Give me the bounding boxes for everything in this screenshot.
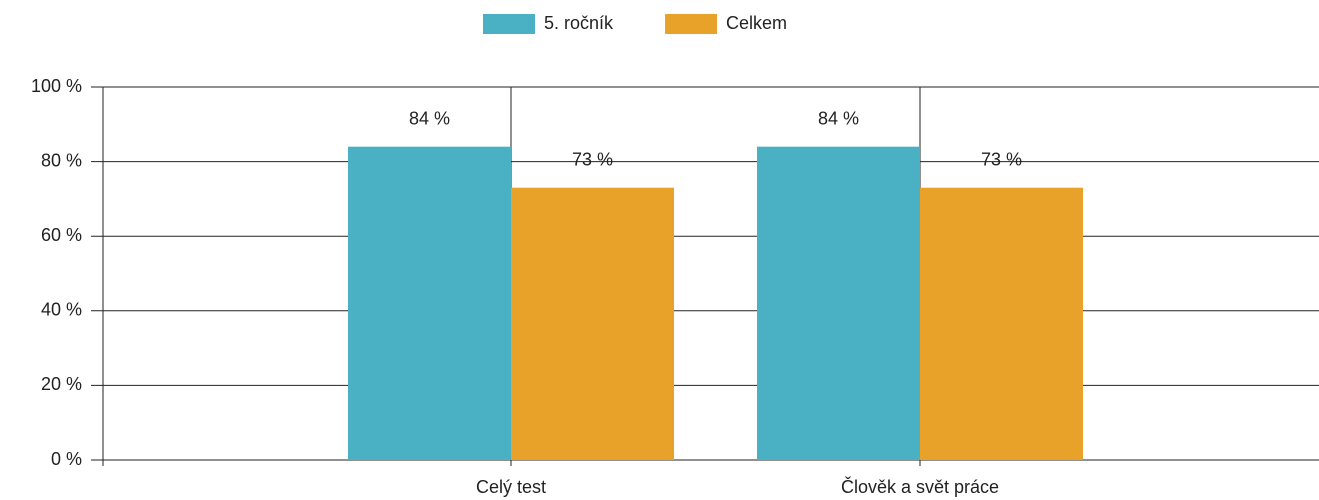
legend-label: 5. ročník [544,13,614,33]
legend-swatch [665,14,718,34]
x-tick-label: Člověk a svět práce [841,476,999,497]
y-tick-label: 80 % [41,150,82,170]
bar [757,146,920,460]
legend-label: Celkem [726,13,787,33]
y-tick-label: 100 % [31,76,82,96]
y-tick-label: 0 % [51,449,82,469]
bars [348,146,1083,460]
y-tick-label: 40 % [41,300,82,320]
bar [920,187,1083,460]
value-label: 73 % [981,149,1022,169]
bar [348,146,511,460]
x-tick-label: Celý test [476,477,546,497]
value-label: 73 % [572,149,613,169]
y-tick-label: 60 % [41,225,82,245]
grid [91,86,1319,466]
y-tick-label: 20 % [41,374,82,394]
legend-swatch [483,14,535,34]
value-label: 84 % [818,108,859,128]
bar [511,187,674,460]
value-label: 84 % [409,108,450,128]
